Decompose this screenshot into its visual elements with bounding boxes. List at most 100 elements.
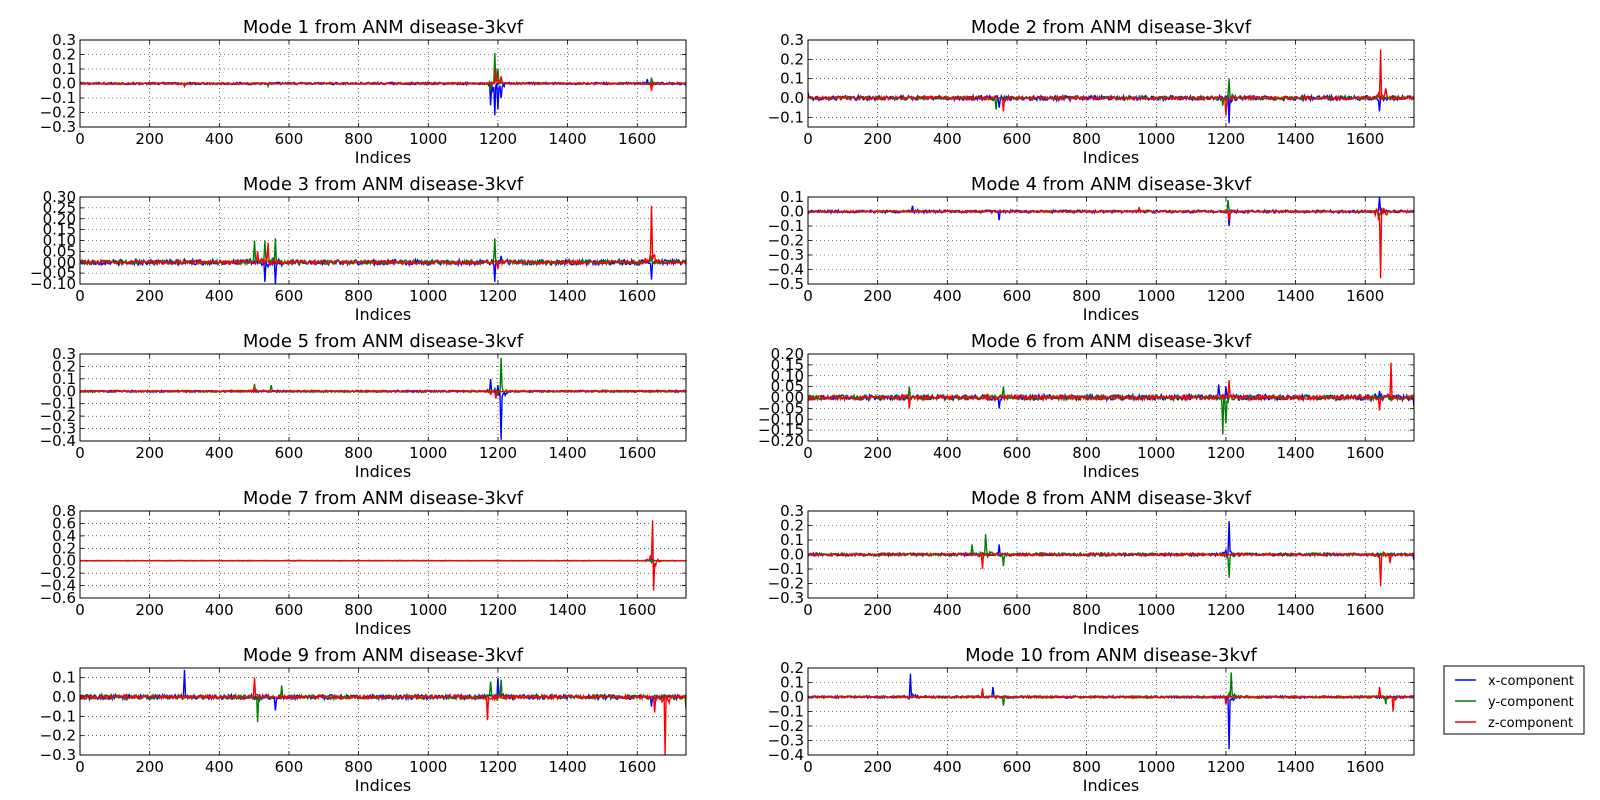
x-tick-label: 1200 <box>1207 287 1245 305</box>
x-tick-label: 1200 <box>1207 130 1245 148</box>
x-tick-label: 1000 <box>409 444 447 462</box>
x-tick-label: 200 <box>135 758 164 776</box>
series-x-component-line <box>80 669 686 711</box>
plot-frame <box>79 667 687 756</box>
x-axis-label: Indices <box>355 776 411 795</box>
panel-title: Mode 8 from ANM disease-3kvf <box>971 488 1252 509</box>
y-tick-label: −0.10 <box>758 410 804 428</box>
x-tick-label: 1000 <box>409 130 447 148</box>
y-tick-label: −0.4 <box>40 432 76 450</box>
legend-label-x-component: x-component <box>1488 674 1574 689</box>
series-z-component-line <box>808 206 1414 279</box>
x-tick-label: 1400 <box>548 758 586 776</box>
x-tick-label: 800 <box>344 758 373 776</box>
series-z-component-line <box>80 205 686 269</box>
y-tick-label: −0.2 <box>40 564 76 582</box>
y-tick-label: 0.6 <box>52 514 76 532</box>
x-tick-label: 0 <box>803 287 813 305</box>
x-tick-label: 600 <box>275 758 304 776</box>
y-tick-label: 0.1 <box>52 669 76 687</box>
plot-frame <box>79 39 687 128</box>
series-z-component-line <box>808 550 1414 587</box>
x-tick-label: 1400 <box>1276 758 1314 776</box>
y-tick-label: 0.1 <box>52 60 76 78</box>
x-tick-label: 200 <box>135 444 164 462</box>
y-tick-label: −0.4 <box>40 577 76 595</box>
x-tick-label: 1400 <box>548 130 586 148</box>
x-tick-label: 400 <box>205 287 234 305</box>
x-axis-label: Indices <box>355 619 411 638</box>
panel-mode-7: Mode 7 from ANM disease-3kvf 0 200 400 600 80… <box>40 488 687 638</box>
y-tick-label: 0.8 <box>52 502 76 520</box>
panel-title: Mode 1 from ANM disease-3kvf <box>243 17 524 38</box>
y-tick-label: 0.10 <box>43 232 76 250</box>
x-tick-label: 1000 <box>1137 130 1175 148</box>
x-axis-label: Indices <box>1083 619 1139 638</box>
x-tick-label: 1400 <box>548 601 586 619</box>
series-z-component-line <box>80 386 686 399</box>
x-tick-label: 1200 <box>479 444 517 462</box>
x-tick-label: 1200 <box>479 601 517 619</box>
x-tick-label: 800 <box>1072 444 1101 462</box>
x-tick-label: 800 <box>1072 758 1101 776</box>
series-x-component-line <box>808 673 1414 750</box>
x-tick-label: 200 <box>863 601 892 619</box>
series-z-component-line <box>808 49 1414 116</box>
panel-title: Mode 4 from ANM disease-3kvf <box>971 174 1252 195</box>
y-tick-label: 0.2 <box>52 357 76 375</box>
x-tick-label: 1400 <box>1276 444 1314 462</box>
x-axis-label: Indices <box>1083 776 1139 795</box>
y-tick-label: −0.3 <box>40 420 76 438</box>
x-tick-label: 400 <box>205 444 234 462</box>
x-tick-label: 0 <box>75 130 85 148</box>
y-tick-label: 0.1 <box>780 188 804 206</box>
x-axis-label: Indices <box>355 148 411 167</box>
y-tick-label: 0.1 <box>780 70 804 88</box>
panel-mode-2: Mode 2 from ANM disease-3kvf 0 200 400 600 80… <box>768 17 1415 167</box>
x-tick-label: 600 <box>1003 444 1032 462</box>
x-tick-label: 1600 <box>618 601 656 619</box>
x-tick-label: 800 <box>344 287 373 305</box>
x-tick-label: 1400 <box>1276 287 1314 305</box>
x-tick-label: 1200 <box>479 287 517 305</box>
y-tick-label: −0.4 <box>768 746 804 764</box>
x-tick-label: 600 <box>275 287 304 305</box>
x-tick-label: 1600 <box>618 444 656 462</box>
x-tick-label: 600 <box>1003 601 1032 619</box>
legend-label-y-component: y-component <box>1488 695 1574 710</box>
x-tick-label: 200 <box>135 130 164 148</box>
y-tick-label: −0.3 <box>768 246 804 264</box>
x-tick-label: 1200 <box>1207 601 1245 619</box>
x-tick-label: 1600 <box>1346 130 1384 148</box>
x-tick-label: 200 <box>863 444 892 462</box>
x-tick-label: 1400 <box>1276 601 1314 619</box>
x-tick-label: 400 <box>933 287 962 305</box>
panel-mode-4: Mode 4 from ANM disease-3kvf 0 200 400 600 80… <box>768 174 1415 324</box>
y-tick-label: −0.05 <box>758 399 804 417</box>
y-tick-label: 0.0 <box>52 75 76 93</box>
plot-frame <box>807 196 1415 285</box>
x-tick-label: 600 <box>1003 287 1032 305</box>
x-tick-label: 400 <box>205 130 234 148</box>
x-tick-label: 1400 <box>1276 130 1314 148</box>
series-y-component-line <box>808 386 1414 435</box>
y-tick-label: −0.5 <box>768 275 804 293</box>
y-tick-label: −0.2 <box>40 104 76 122</box>
y-tick-label: 0.4 <box>52 527 76 545</box>
series-y-component-line <box>80 357 686 396</box>
y-tick-label: −0.2 <box>768 232 804 250</box>
plot-frame <box>807 39 1415 128</box>
x-tick-label: 1000 <box>409 758 447 776</box>
x-tick-label: 1200 <box>1207 444 1245 462</box>
x-axis-label: Indices <box>1083 148 1139 167</box>
plot-frame <box>79 196 687 285</box>
y-tick-label: −0.1 <box>40 89 76 107</box>
panel-mode-1: Mode 1 from ANM disease-3kvf 0 200 400 600 80… <box>40 17 687 167</box>
y-tick-label: 0.0 <box>780 546 804 564</box>
y-tick-label: 0.2 <box>52 46 76 64</box>
y-tick-label: 0.20 <box>43 210 76 228</box>
x-tick-label: 1000 <box>1137 287 1175 305</box>
y-tick-label: 0.2 <box>780 50 804 68</box>
x-tick-label: 600 <box>1003 758 1032 776</box>
